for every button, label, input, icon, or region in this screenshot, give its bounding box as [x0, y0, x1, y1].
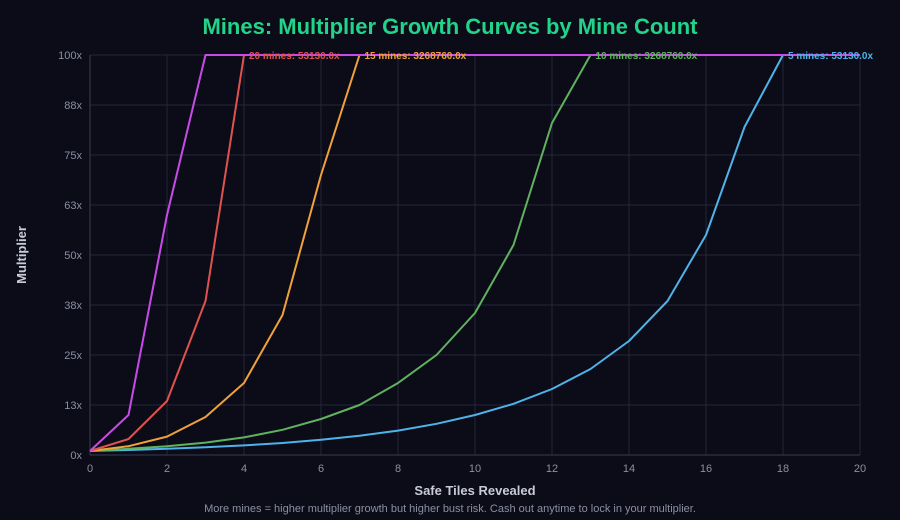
x-tick-label: 14 — [623, 463, 635, 475]
y-tick-label: 50x — [64, 250, 82, 262]
x-tick-label: 16 — [700, 463, 712, 475]
y-tick-label: 25x — [64, 350, 82, 362]
x-tick-label: 0 — [87, 463, 93, 475]
x-tick-label: 12 — [546, 463, 558, 475]
series-line-1 — [89, 54, 860, 452]
y-tick-label: 100x — [58, 50, 82, 62]
series-end-labels: 5 mines: 53130.0x 10 mines: 3268760.0x 15 … — [249, 51, 873, 62]
x-axis-label: Safe Tiles Revealed — [414, 483, 535, 498]
x-tick-label: 10 — [469, 463, 481, 475]
x-tick-label: 2 — [164, 463, 170, 475]
series-line-5 — [89, 54, 860, 452]
footnote: More mines = higher multiplier growth bu… — [204, 503, 696, 515]
x-tick-label: 20 — [854, 463, 866, 475]
series-end-label-1: 5 mines: 53130.0x — [788, 51, 873, 62]
x-tick-label: 4 — [241, 463, 247, 475]
y-axis-ticks: 0x 13x 25x 38x 50x 63x 75x 88x 100x — [58, 50, 82, 462]
y-tick-label: 75x — [64, 150, 82, 162]
series-end-label-2: 10 mines: 3268760.0x — [596, 51, 698, 62]
x-tick-label: 18 — [777, 463, 789, 475]
x-axis-ticks: 0 2 4 6 8 10 12 14 16 18 20 — [87, 463, 866, 475]
x-tick-label: 8 — [395, 463, 401, 475]
y-tick-label: 0x — [70, 450, 82, 462]
series-lines — [89, 54, 860, 452]
series-end-label-3: 15 mines: 3268760.0x — [365, 51, 467, 62]
chart-title: Mines: Multiplier Growth Curves by Mine … — [202, 14, 698, 39]
y-tick-label: 38x — [64, 300, 82, 312]
x-tick-label: 6 — [318, 463, 324, 475]
series-end-label-4: 20 mines: 53130.0x — [249, 51, 340, 62]
y-tick-label: 88x — [64, 100, 82, 112]
y-axis-label: Multiplier — [14, 226, 29, 284]
y-tick-label: 13x — [64, 400, 82, 412]
grid — [89, 54, 861, 456]
y-tick-label: 63x — [64, 200, 82, 212]
